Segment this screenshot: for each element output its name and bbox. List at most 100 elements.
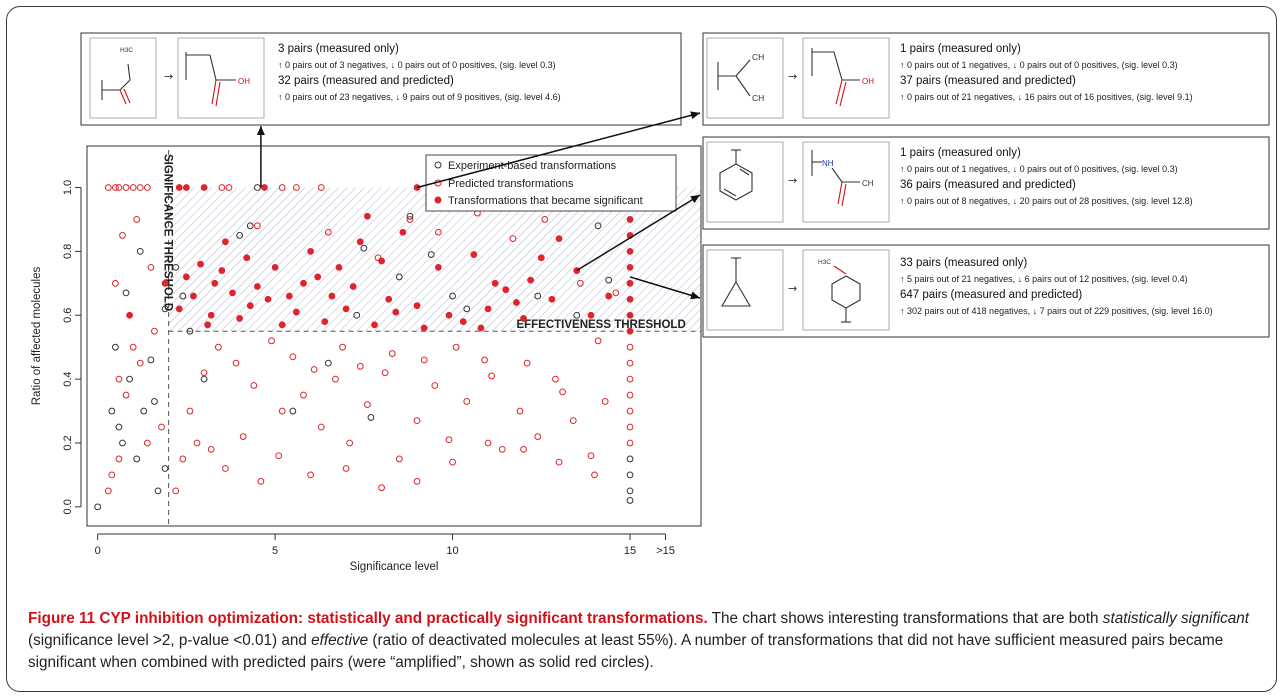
caption-emphasis-2: effective [311,632,369,649]
predicted-point [278,184,286,191]
significant-point [321,318,329,326]
product-3-nh: NH [822,159,834,168]
significant-point [342,305,350,313]
significant-point [126,311,133,319]
annotation-1-measured-count: 3 pairs (measured only) [278,43,399,55]
experiment-point [395,273,403,281]
annotation-3-measured-detail: ↑ 0 pairs out of 1 negatives, ↓ 0 pairs … [900,164,1178,174]
predicted-point [594,337,602,345]
significant-point [537,254,545,262]
experiment-point [179,292,187,300]
annotation-arrow-head [690,195,700,204]
annotation-4-predicted-detail: ↑ 302 pairs out of 418 negatives, ↓ 7 pa… [900,306,1213,316]
predicted-point [626,439,634,447]
annotation-2-predicted-count: 37 pairs (measured and predicted) [900,75,1076,87]
annotation-4-measured-detail: ↑ 5 pairs out of 21 negatives, ↓ 6 pairs… [900,274,1188,284]
predicted-point [626,375,634,383]
predicted-point [484,439,492,447]
significant-point [626,216,634,223]
predicted-point [158,423,165,431]
predicted-point [225,184,233,191]
predicted-point [576,279,584,287]
legend-experiment-marker [434,161,442,169]
predicted-point [214,343,222,351]
y-tick-label: 0.8 [62,244,74,259]
significant-point [182,184,190,191]
predicted-point [207,445,215,453]
predicted-point [431,382,439,389]
significant-point [513,299,520,306]
experiment-point [147,356,155,364]
predicted-point [626,391,634,399]
predicted-point [363,401,371,409]
significant-point [211,279,219,287]
experiment-point [626,471,634,479]
annotation-3-box [702,136,1270,230]
predicted-point [520,445,527,453]
experiment-point [534,292,542,300]
significant-point [626,247,634,255]
significant-point [349,283,357,290]
significant-point [175,305,183,313]
y-tick-label: 0.4 [62,371,74,386]
predicted-point [104,184,112,191]
reactant-1-methyl: H3C [120,47,133,54]
effective-region-hatch [168,187,701,332]
predicted-point [342,465,350,472]
significant-point [392,308,400,316]
annotation-arrow-line [416,112,701,189]
significant-point [502,286,510,294]
annotation-1-reactant [89,37,157,119]
arrow-2-icon: → [788,70,797,83]
predicted-point [257,477,265,485]
predicted-point [104,487,112,495]
experiment-point [172,263,180,271]
predicted-point [143,184,151,191]
caption-text-3: (ratio of deactivated molecules at least… [28,632,1224,671]
predicted-point [115,184,123,191]
annotation-4-box [702,244,1270,338]
predicted-point [111,279,119,287]
annotation-2-product [802,37,890,119]
legend-significant-label: Transformations that became significant [448,195,643,207]
legend-experiment-label: Experiment-based transformations [448,160,617,172]
significant-point [484,305,492,313]
predicted-point [115,375,123,383]
annotation-arrow-head [256,126,265,135]
predicted-point [232,359,240,367]
scatter-points [94,184,634,511]
y-tick-label: 1.0 [62,180,74,195]
predicted-point [541,216,549,223]
predicted-point [300,391,307,399]
experiment-point [133,455,141,463]
annotation-1: H3C → OH 3 pairs (measured only) ↑ 0 pai… [80,32,682,126]
significant-point [626,279,634,287]
predicted-point [115,455,123,463]
annotation-arrow-line [629,276,701,299]
plot-area-border [86,145,702,527]
significant-point [356,238,364,246]
predicted-point [339,343,346,351]
predicted-point [332,375,339,383]
significant-point [420,324,428,332]
reactant-1-structure-icon [101,63,131,105]
predicted-point [601,398,609,405]
predicted-point [111,184,119,191]
significant-point [200,184,208,191]
x-tick-label: 0 [95,545,101,557]
experiment-point [161,305,169,313]
annotation-2-predicted-detail: ↑ 0 pairs out of 21 negatives, ↓ 16 pair… [900,92,1193,102]
significant-point [218,267,226,274]
predicted-point [119,232,126,239]
predicted-point [587,452,595,460]
x-tick-label: >15 [656,545,675,557]
experiment-point [449,292,456,300]
predicted-point [420,356,428,364]
caption-emphasis-1: statistically significant [1102,610,1250,627]
product-4-methoxy: H3C [818,259,831,266]
experiment-point [126,375,133,383]
experiment-point [94,503,102,511]
significance-threshold-label: SIGNIFICANCE THRESHOLD [162,154,174,311]
experiment-point [236,232,244,239]
predicted-point [356,362,364,370]
